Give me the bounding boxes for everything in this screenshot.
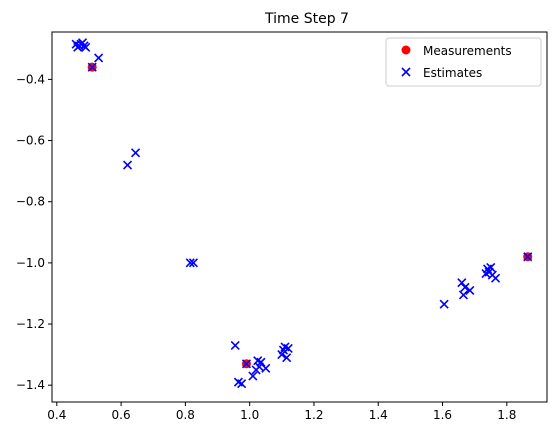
x-tick-label: 0.8 [176,408,195,422]
estimate-point [248,371,258,381]
estimate-point [94,53,104,63]
estimate-point [241,359,252,369]
estimate-point-stroke [457,278,467,288]
estimate-point-stroke [491,273,501,283]
estimate-point-stroke [458,290,468,300]
estimate-point-stroke [237,379,247,389]
estimate-point [460,282,470,292]
chart-title: Time Step 7 [264,11,349,27]
estimate-point-stroke [248,371,258,381]
legend: Measurements Estimates [385,37,542,87]
data-marks [71,38,533,389]
estimate-point [457,278,467,288]
x-tick-label: 1.6 [433,408,452,422]
estimate-point-stroke [439,299,449,309]
estimate-point-stroke [256,357,266,367]
legend-estimates-marker [401,67,411,77]
estimate-point [458,290,468,300]
y-tick-label: −1.0 [16,256,45,270]
x-tick-label: 0.6 [112,408,131,422]
estimate-point [282,353,292,363]
x-tick-label: 1.4 [369,408,388,422]
estimate-point [465,285,475,295]
estimate-point-stroke [188,258,198,268]
estimate-point-stroke [76,39,86,49]
estimate-point-stroke [486,262,496,273]
estimate-point [491,273,501,283]
y-tick-label: −0.8 [16,195,45,209]
estimate-point [87,62,97,72]
y-tick-label: −0.6 [16,134,45,148]
estimate-point-stroke [230,340,240,350]
y-tick-label: −1.2 [16,317,45,331]
estimate-point-stroke [94,53,104,63]
estimate-point [283,343,293,354]
y-tick-label: −1.4 [16,378,45,392]
estimate-point-stroke [87,62,97,72]
estimate-point [131,148,141,158]
legend-estimates-label: Estimates [423,66,482,80]
estimate-point [81,42,91,52]
x-tick-label: 1.8 [497,408,516,422]
x-tick-label: 0.4 [47,408,66,422]
legend-measurements-label: Measurements [423,44,512,58]
estimate-point-stroke [261,363,271,373]
estimate-point [439,299,449,309]
estimate-point [122,160,133,170]
estimate-point [188,258,198,268]
estimate-point-stroke [460,282,470,292]
y-axis: −0.4 −0.6 −0.8 −1.0 −1.2 −1.4 [16,72,52,392]
estimate-point [237,379,247,389]
estimate-point-stroke [280,342,290,352]
x-tick-label: 1.0 [240,408,259,422]
estimate-point [261,363,271,373]
estimate-point-stroke [523,252,533,262]
estimate-point [185,258,195,268]
estimate-point-stroke [282,353,292,363]
estimate-point-stroke [81,42,91,52]
estimate-point [523,252,533,262]
x-tick-label: 1.2 [304,408,323,422]
estimate-point-stroke [185,258,195,268]
x-axis: 0.4 0.6 0.8 1.0 1.2 1.4 1.6 1.8 [47,402,516,422]
estimate-point-stroke [465,285,475,295]
y-tick-label: −0.4 [16,72,45,86]
estimate-point-stroke [283,343,293,354]
estimate-point [256,357,266,367]
estimate-point-stroke [122,160,133,170]
plot-area [51,31,548,403]
estimate-point-stroke [241,359,252,369]
legend-measurements-marker [401,45,411,55]
estimate-point-stroke [233,377,243,387]
estimate-point-stroke [131,148,141,158]
estimate-point [76,39,86,49]
estimate-point [486,262,496,273]
estimate-point [230,340,240,350]
legend-box [385,37,542,87]
